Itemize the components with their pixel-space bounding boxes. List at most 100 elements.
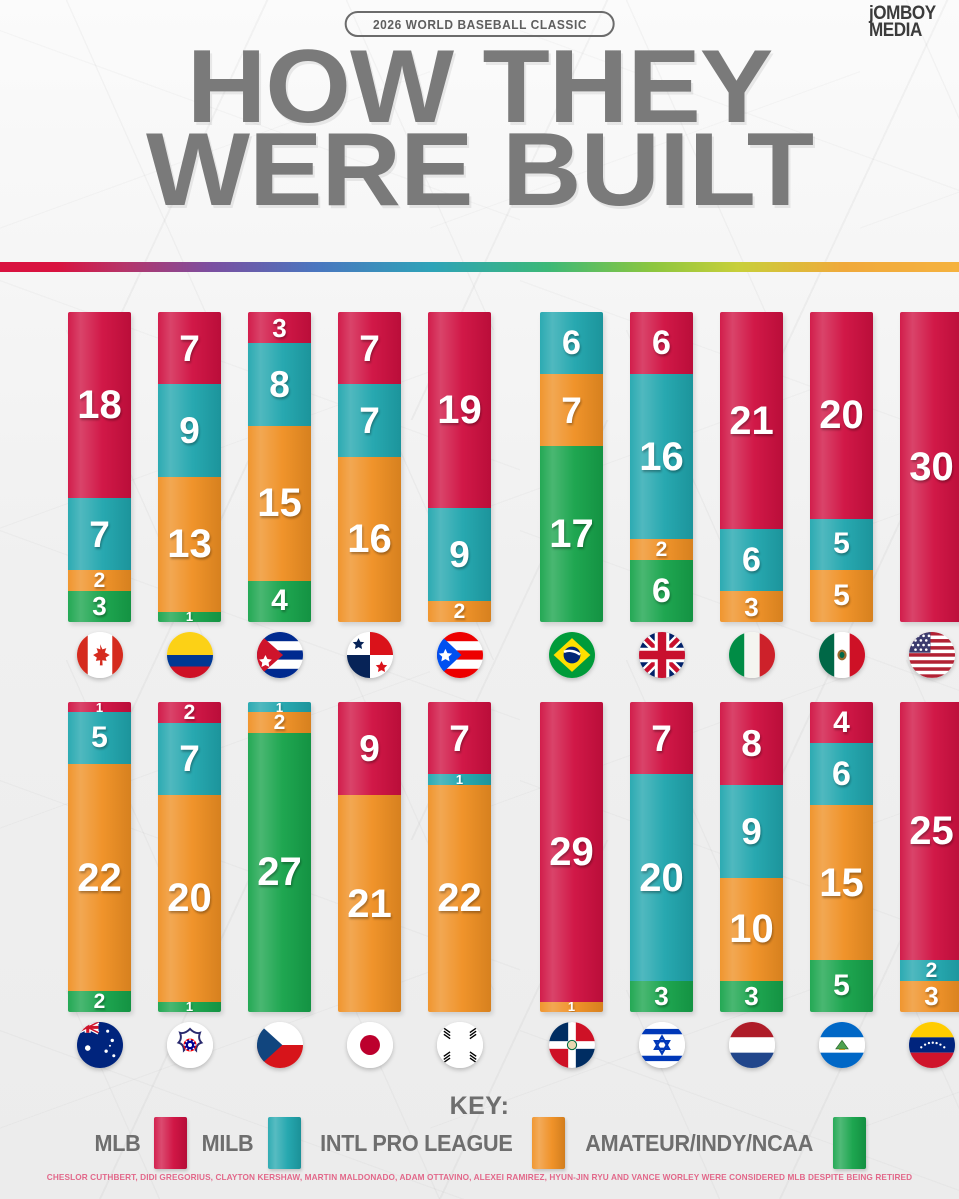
flag-icon-gb <box>638 632 685 678</box>
bar-segment-intl: 5 <box>810 570 873 622</box>
segment-value: 5 <box>833 527 850 561</box>
segment-value: 4 <box>833 705 850 739</box>
flag-icon-mx <box>818 632 865 678</box>
segment-value: 5 <box>833 969 850 1003</box>
team-bar: 9 21 <box>338 702 401 1012</box>
segment-value: 8 <box>269 363 290 405</box>
segment-value: 22 <box>77 855 122 900</box>
segment-value: 20 <box>167 876 212 921</box>
team-bar: 1 2 27 <box>248 702 311 1012</box>
flag-icon-ni <box>818 1022 865 1068</box>
bar-segment-milb: 7 <box>338 384 401 457</box>
segment-value: 7 <box>449 717 470 759</box>
segment-value: 1 <box>185 611 194 622</box>
segment-value: 5 <box>833 579 850 613</box>
segment-value: 7 <box>359 327 380 369</box>
flag-icon-tw <box>166 1022 213 1068</box>
flag-icon-do <box>548 1022 595 1068</box>
segment-value: 4 <box>271 584 288 618</box>
team-bar: 29 1 <box>540 702 603 1012</box>
team-bar: 1 5 22 2 <box>68 702 131 1012</box>
team-bar: 4 6 15 5 <box>810 702 873 1012</box>
key-heading: KEY: <box>449 1092 510 1120</box>
bar-segment-milb: 6 <box>720 529 783 591</box>
bar-segment-intl: 20 <box>158 794 221 1002</box>
segment-value: 2 <box>655 539 668 560</box>
segment-value: 1 <box>455 774 464 785</box>
bar-segment-intl: 3 <box>900 980 959 1012</box>
flag-icon-au <box>76 1022 123 1068</box>
segment-value: 7 <box>179 738 200 780</box>
page-title: HOW THEY WERE BUILT <box>0 29 959 229</box>
bar-segment-mlb: 1 <box>68 702 131 713</box>
team-bar: 7 9 13 1 <box>158 312 221 622</box>
segment-value: 6 <box>562 324 581 362</box>
segment-value: 29 <box>549 829 594 874</box>
segment-value: 7 <box>651 717 672 759</box>
bar-segment-amat: 6 <box>630 559 693 622</box>
bar-segment-mlb: 7 <box>630 702 693 775</box>
flag-icon-co <box>166 632 213 678</box>
bar-segment-amat: 27 <box>248 732 311 1012</box>
segment-value: 15 <box>819 860 864 905</box>
bar-segment-milb: 9 <box>428 508 491 602</box>
flag-icon-pa <box>346 632 393 678</box>
segment-value: 9 <box>449 534 470 576</box>
segment-value: 6 <box>742 541 761 579</box>
segment-value: 6 <box>652 571 671 610</box>
bar-segment-intl: 7 <box>540 374 603 447</box>
team-bar: 7 7 16 <box>338 312 401 622</box>
segment-value: 21 <box>729 398 774 443</box>
bar-segment-milb: 5 <box>810 518 873 571</box>
bar-segment-intl: 2 <box>428 601 491 622</box>
segment-value: 1 <box>567 1001 576 1012</box>
bar-segment-intl: 15 <box>810 805 873 961</box>
segment-value: 3 <box>272 312 287 343</box>
title-line-2: WERE BUILT <box>145 112 814 229</box>
team-bar: 20 5 5 <box>810 312 873 622</box>
bar-segment-amat: 17 <box>540 446 603 622</box>
rainbow-divider <box>0 262 959 272</box>
bar-segment-amat: 1 <box>158 611 221 622</box>
segment-value: 20 <box>639 855 684 900</box>
bar-segment-mlb: 3 <box>248 312 311 343</box>
segment-value: 17 <box>549 512 594 557</box>
bar-segment-milb: 7 <box>158 722 221 795</box>
logo-line-2: MEDIA <box>868 19 922 41</box>
team-bar: 25 2 3 <box>900 702 959 1012</box>
segment-value: 9 <box>179 410 200 452</box>
bar-segment-milb: 20 <box>630 774 693 981</box>
chart-legend: MLB MILB INTL PRO LEAGUE AMATEUR/INDY/NCAA <box>0 1117 959 1169</box>
segment-value: 7 <box>179 327 200 369</box>
bar-segment-intl: 13 <box>158 477 221 612</box>
bar-segment-milb: 9 <box>720 784 783 878</box>
segment-value: 18 <box>77 383 122 427</box>
segment-value: 2 <box>183 702 196 723</box>
bar-segment-milb: 1 <box>248 702 311 713</box>
bar-segment-milb: 6 <box>540 312 603 374</box>
title-line-1: HOW THEY <box>186 29 774 145</box>
bar-segment-mlb: 4 <box>810 702 873 744</box>
bar-segment-milb: 9 <box>158 384 221 478</box>
legend-swatch-1 <box>268 1117 302 1169</box>
bar-segment-intl: 22 <box>428 784 491 1012</box>
segment-value: 9 <box>741 810 762 852</box>
event-pill: 2026 WORLD BASEBALL CLASSIC <box>344 11 615 37</box>
bar-segment-intl: 1 <box>540 1001 603 1012</box>
flag-icon-ve <box>908 1022 955 1068</box>
segment-value: 9 <box>359 728 380 769</box>
segment-value: 6 <box>652 324 671 362</box>
flag-icon-it <box>728 632 775 678</box>
segment-value: 25 <box>909 809 954 854</box>
segment-value: 3 <box>924 981 939 1012</box>
bar-segment-intl: 2 <box>248 712 311 733</box>
bar-segment-mlb: 29 <box>540 702 603 1002</box>
segment-value: 16 <box>347 517 392 562</box>
bar-segment-mlb: 18 <box>68 312 131 498</box>
logo-line-1: jOMBOY <box>868 3 936 24</box>
segment-value: 1 <box>95 702 104 713</box>
segment-value: 2 <box>93 570 106 591</box>
bar-segment-mlb: 9 <box>338 702 401 795</box>
